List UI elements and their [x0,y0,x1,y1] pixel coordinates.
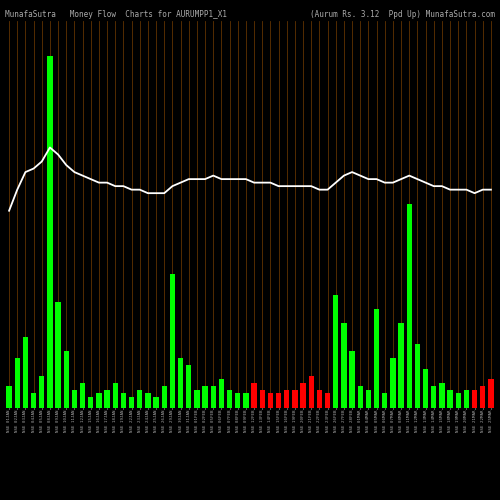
Bar [268,394,273,407]
Bar [252,383,256,407]
Bar [431,386,436,407]
Bar [146,394,150,407]
Bar [276,394,281,407]
Bar [96,394,102,407]
Bar [137,390,142,407]
Bar [366,390,371,407]
Bar [154,397,158,407]
Bar [219,380,224,407]
Bar [72,390,77,407]
Bar [56,302,60,408]
Bar [325,394,330,407]
Bar [244,394,248,407]
Bar [14,358,20,408]
Bar [440,383,444,407]
Bar [480,386,486,407]
Bar [382,394,388,407]
Bar [202,386,207,407]
Bar [398,323,404,407]
Bar [488,380,494,407]
Bar [472,390,477,407]
Bar [456,394,461,407]
Bar [6,386,12,407]
Bar [390,358,396,408]
Bar [374,309,379,408]
Bar [104,390,110,407]
Bar [88,397,94,407]
Bar [48,56,52,408]
Bar [194,390,200,407]
Bar [284,390,290,407]
Bar [23,337,28,407]
Bar [350,352,354,408]
Bar [333,295,338,408]
Bar [80,383,85,407]
Text: (Aurum Rs. 3.12  Ppd Up) MunafaSutra.com: (Aurum Rs. 3.12 Ppd Up) MunafaSutra.com [310,10,495,19]
Bar [227,390,232,407]
Text: MunafaSutra   Money Flow  Charts for AURUMPP1_X1: MunafaSutra Money Flow Charts for AURUMP… [5,10,227,19]
Bar [121,394,126,407]
Bar [308,376,314,408]
Bar [292,390,298,407]
Bar [170,274,175,407]
Bar [210,386,216,407]
Bar [448,390,452,407]
Bar [31,394,36,407]
Bar [235,394,240,407]
Bar [162,386,167,407]
Bar [260,390,265,407]
Bar [415,344,420,408]
Bar [464,390,469,407]
Bar [406,204,412,408]
Bar [112,383,118,407]
Bar [342,323,346,407]
Bar [178,358,183,408]
Bar [423,369,428,408]
Bar [39,376,44,408]
Bar [300,383,306,407]
Bar [64,352,69,408]
Bar [317,390,322,407]
Bar [358,386,363,407]
Bar [186,366,192,408]
Bar [129,397,134,407]
